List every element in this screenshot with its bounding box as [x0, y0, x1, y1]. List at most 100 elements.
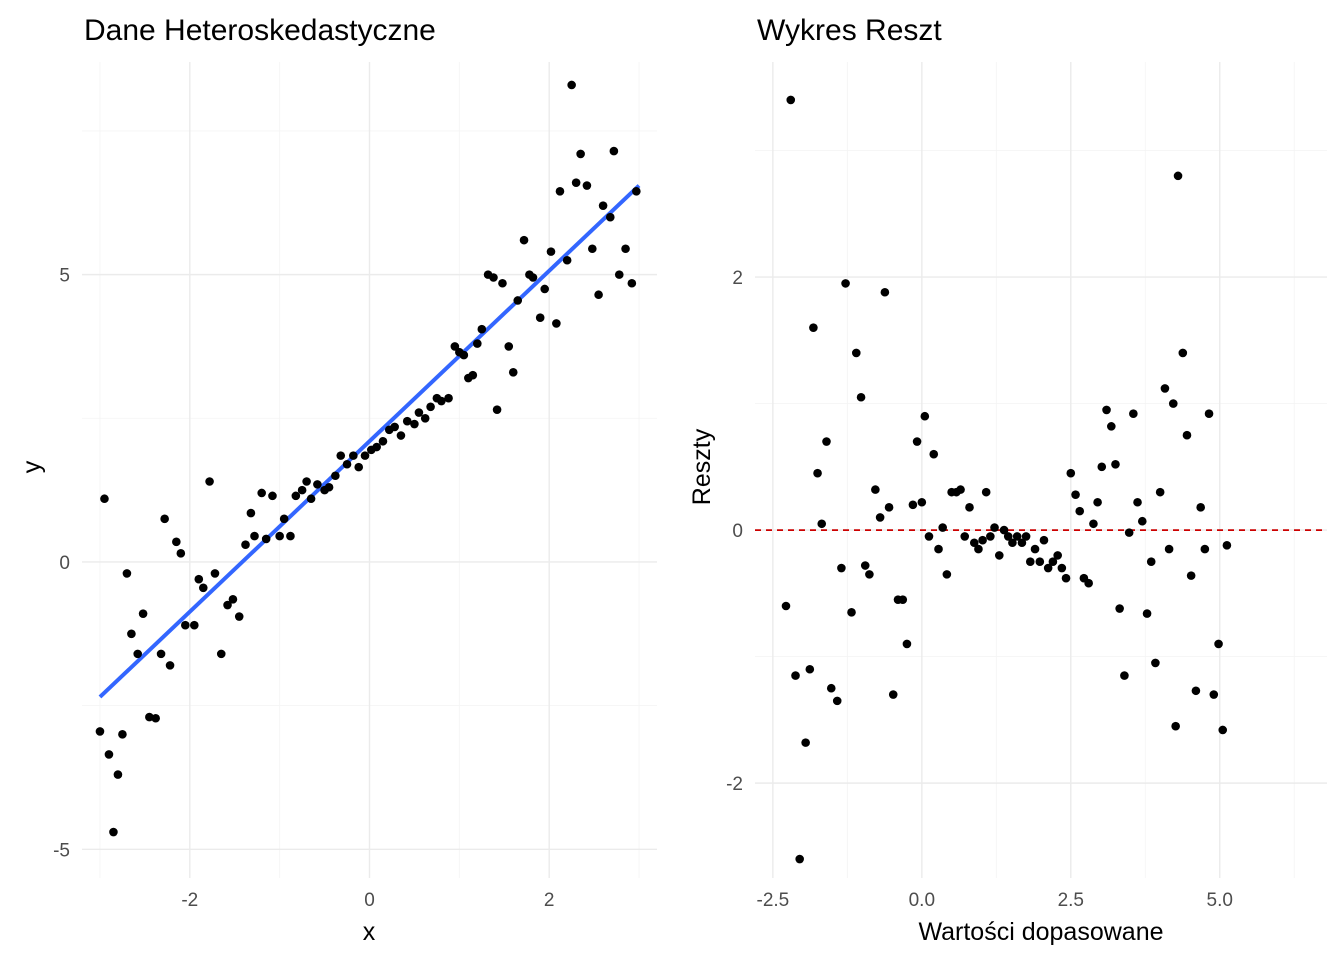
data-point [562, 255, 572, 265]
data-point [1111, 460, 1120, 469]
data-point [1017, 538, 1027, 548]
data-point [1120, 671, 1129, 680]
data-point [567, 80, 576, 90]
data-point [1089, 519, 1098, 529]
data-point [1142, 609, 1152, 618]
data-point [614, 270, 624, 279]
data-point [1222, 540, 1232, 550]
data-point [268, 491, 277, 501]
data-point [965, 503, 974, 512]
regression-line [98, 184, 641, 699]
data-point [160, 514, 169, 524]
data-point [100, 494, 109, 504]
data-point [632, 186, 641, 196]
data-point [1200, 544, 1210, 554]
data-point [246, 508, 256, 518]
data-point [791, 671, 800, 680]
data-point [902, 639, 912, 649]
data-point [336, 451, 346, 460]
panel-left: Dane Heteroskedastyczne -2 0 2 -5 0 5 x y [18, 14, 657, 946]
data-point [528, 273, 538, 282]
y-tick-label: -5 [53, 840, 70, 861]
data-point [151, 713, 160, 723]
data-point [291, 491, 301, 501]
y-axis-title-right: Reszty [688, 428, 716, 505]
data-point [1084, 578, 1093, 588]
data-point [513, 296, 523, 305]
data-point [805, 664, 815, 674]
data-point [917, 497, 927, 507]
data-point [1035, 557, 1045, 567]
data-point [302, 477, 311, 486]
x-tick-label: -2.5 [757, 890, 790, 911]
data-point [349, 451, 358, 460]
data-point [795, 854, 804, 864]
data-point [519, 235, 529, 245]
data-point [571, 178, 581, 187]
x-tick-label: 5.0 [1207, 890, 1233, 911]
points-left [95, 80, 641, 837]
data-point [118, 730, 127, 739]
data-point [210, 569, 220, 578]
data-point [426, 402, 435, 412]
points-right [781, 95, 1232, 864]
data-point [1182, 430, 1192, 440]
x-tick-label: 0 [364, 890, 375, 911]
data-point [104, 750, 114, 759]
data-point [880, 287, 890, 297]
data-point [1039, 535, 1049, 545]
data-point [981, 487, 991, 497]
data-point [934, 544, 943, 554]
data-point [286, 531, 295, 541]
data-point [598, 201, 608, 210]
data-point [960, 532, 970, 541]
data-point [938, 523, 947, 532]
data-point [133, 649, 143, 659]
data-point [279, 514, 289, 524]
data-point [605, 212, 615, 222]
data-point [205, 477, 214, 486]
data-point [1214, 639, 1223, 649]
data-point [1155, 487, 1165, 497]
data-point [546, 247, 556, 256]
data-point [1124, 528, 1134, 537]
data-point [1173, 171, 1183, 181]
data-point [826, 683, 836, 693]
data-point [1107, 422, 1116, 431]
data-point [871, 485, 880, 494]
data-point [786, 95, 796, 105]
data-point [390, 422, 399, 432]
data-point [228, 594, 238, 604]
data-point [437, 396, 446, 406]
data-point [1043, 563, 1053, 573]
data-point [1025, 557, 1035, 567]
data-point [1186, 571, 1196, 580]
data-point [1008, 538, 1017, 548]
data-point [216, 649, 226, 659]
grid-left [82, 62, 657, 878]
data-point [860, 561, 870, 570]
data-point [832, 696, 842, 706]
data-point [1057, 563, 1067, 573]
data-point [1012, 532, 1022, 541]
data-point [1218, 725, 1228, 735]
data-point [929, 449, 939, 459]
data-point [1053, 551, 1062, 560]
data-point [801, 738, 810, 747]
data-point [1160, 384, 1170, 393]
data-point [165, 661, 175, 670]
data-point [809, 323, 818, 332]
data-point [498, 278, 507, 288]
data-point [172, 537, 181, 547]
data-point [156, 649, 166, 659]
fit-line-layer [98, 184, 641, 699]
data-point [1066, 468, 1076, 478]
data-point [223, 600, 232, 610]
data-point [1191, 686, 1201, 696]
data-point [1102, 405, 1111, 415]
data-point [354, 462, 364, 472]
data-point [990, 523, 999, 532]
data-point [1071, 490, 1080, 499]
y-tick-label: 2 [732, 268, 743, 289]
